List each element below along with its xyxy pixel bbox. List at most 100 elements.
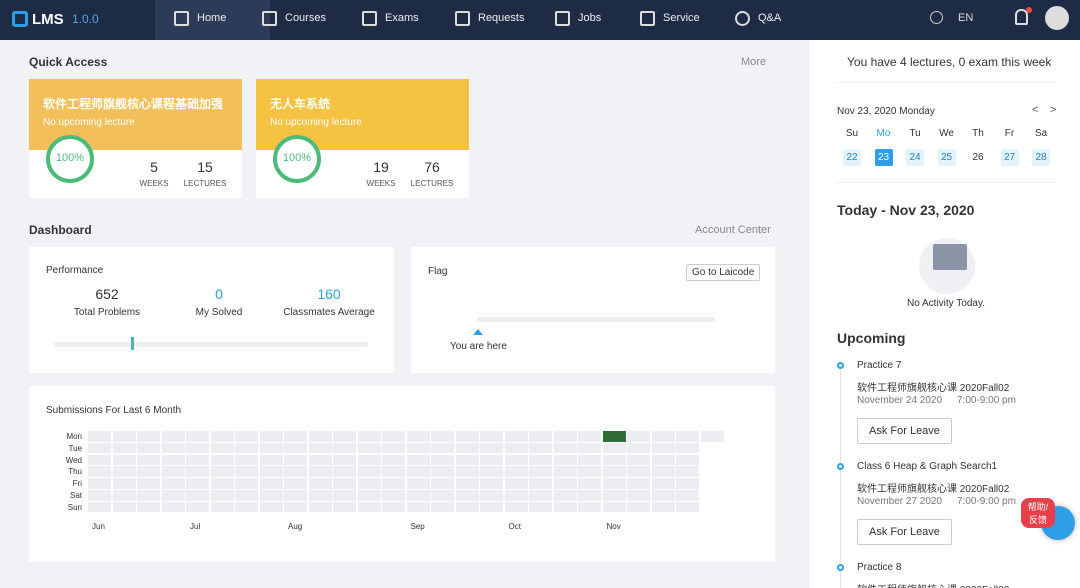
nav-item[interactable]: Requests	[455, 0, 545, 40]
heat-cell	[112, 501, 136, 513]
nav-item[interactable]: Courses	[262, 0, 352, 40]
heat-cell	[210, 490, 234, 501]
heat-cell	[112, 490, 136, 501]
nav-item[interactable]: Service	[640, 0, 730, 40]
heat-cell	[578, 490, 601, 501]
event-course: 软件工程师旗舰核心课 2020Fall02	[857, 581, 1009, 588]
calendar-day[interactable]: 24	[906, 149, 924, 166]
calendar-day[interactable]: 23	[874, 149, 893, 166]
event-title: Practice 7	[857, 360, 902, 371]
event-title: Practice 8	[857, 562, 902, 573]
section-title: Quick Access	[29, 55, 108, 69]
heat-cell	[333, 466, 356, 477]
heat-cell	[88, 501, 111, 513]
event-time: 7:00-9:00 pm	[957, 395, 1016, 406]
calendar-day[interactable]: 26	[972, 152, 984, 163]
event-date: November 24 2020	[857, 395, 943, 406]
heat-cell	[137, 442, 160, 454]
course-card[interactable]: 无人车系统 No upcoming lecture 100% 19 WEEKS 76 LEC…	[256, 79, 469, 198]
heat-cell	[504, 454, 528, 466]
heat-cell	[382, 442, 405, 454]
heat-cell	[357, 501, 381, 513]
divider	[836, 182, 1056, 183]
heat-cell	[455, 454, 479, 466]
heat-cell	[382, 454, 405, 466]
calendar-day[interactable]: 22	[843, 149, 861, 166]
calendar-day[interactable]: 25	[937, 149, 956, 166]
leave-button[interactable]: Ask For Leave	[857, 418, 952, 444]
calendar-day[interactable]: 28	[1032, 149, 1050, 166]
progress-text: 100%	[282, 152, 312, 164]
heat-cell	[504, 442, 528, 454]
top-nav: LMS 1.0.0 Home Courses Exams Requests Jobs Se…	[0, 0, 1080, 40]
calendar-next[interactable]: >	[1050, 104, 1057, 116]
heat-cell	[308, 454, 332, 466]
laicode-button[interactable]: Go to Laicode	[686, 264, 761, 281]
logo[interactable]: LMS	[32, 11, 64, 28]
heat-cell	[553, 466, 577, 477]
more-link[interactable]: More	[741, 56, 767, 68]
heat-cell	[259, 431, 283, 442]
heat-cell	[137, 431, 160, 442]
stat-label: My Solved	[195, 307, 243, 318]
heat-cell	[504, 501, 528, 513]
info-icon[interactable]	[930, 11, 943, 24]
lectures-value: 76	[424, 159, 440, 175]
heat-cell	[186, 490, 209, 501]
heat-cell	[88, 466, 111, 477]
notification[interactable]	[1015, 9, 1028, 25]
month-label: Sep	[410, 522, 425, 531]
avatar[interactable]	[1045, 6, 1069, 30]
heat-cell	[333, 501, 356, 513]
heat-cell	[627, 501, 650, 513]
weeks-value: 19	[373, 159, 389, 175]
nav-item[interactable]: Q&A	[735, 0, 825, 40]
weeks-label: WEEKS	[366, 179, 396, 188]
heat-cell	[210, 466, 234, 477]
calendar-prev[interactable]: <	[1032, 104, 1039, 116]
heat-cell	[676, 466, 699, 477]
heat-cell	[235, 454, 258, 466]
heat-cell	[406, 431, 430, 442]
nav-item[interactable]: Jobs	[555, 0, 645, 40]
heat-cell	[308, 466, 332, 477]
marker-label: You are here	[450, 341, 507, 352]
heat-cell	[553, 454, 577, 466]
course-card[interactable]: 软件工程师旗舰核心课程基础加强 No upcoming lecture 100% 5 W…	[29, 79, 242, 198]
heat-cell	[88, 431, 111, 442]
card-title: Flag	[428, 266, 448, 277]
heat-cell	[186, 442, 209, 454]
heat-cell	[137, 478, 160, 489]
heat-cell	[161, 490, 185, 501]
stat-value: 0	[215, 286, 223, 302]
lectures-value: 15	[197, 159, 213, 175]
language[interactable]: EN	[958, 12, 974, 24]
course-status: No upcoming lecture	[270, 117, 362, 128]
card-title: Submissions For Last 6 Month	[46, 405, 182, 416]
heat-cell	[308, 478, 332, 489]
heat-cell	[284, 478, 307, 489]
heat-cell	[431, 454, 454, 466]
leave-button[interactable]: Ask For Leave	[857, 519, 952, 545]
calendar-day[interactable]: 27	[1000, 149, 1019, 166]
nav-item[interactable]: Home	[155, 0, 270, 40]
heat-cell	[529, 478, 552, 489]
weeks-label: WEEKS	[139, 179, 169, 188]
heat-cell	[357, 442, 381, 454]
nav-item[interactable]: Exams	[362, 0, 452, 40]
day-label: Sat	[69, 491, 82, 500]
help-badge[interactable]: 帮助/反馈	[1021, 498, 1055, 528]
day-label: Thu	[68, 467, 82, 477]
heat-cell	[88, 478, 111, 489]
heat-cell	[186, 431, 209, 442]
heat-cell	[235, 501, 258, 513]
heat-cell	[602, 478, 626, 489]
course-status: No upcoming lecture	[43, 117, 135, 128]
heat-cell	[333, 490, 356, 501]
heat-cell	[112, 431, 136, 442]
heat-cell	[161, 501, 185, 513]
account-link[interactable]: Account Center	[695, 224, 771, 236]
progress-ring: 100%	[46, 135, 94, 183]
heat-cell	[382, 431, 405, 442]
